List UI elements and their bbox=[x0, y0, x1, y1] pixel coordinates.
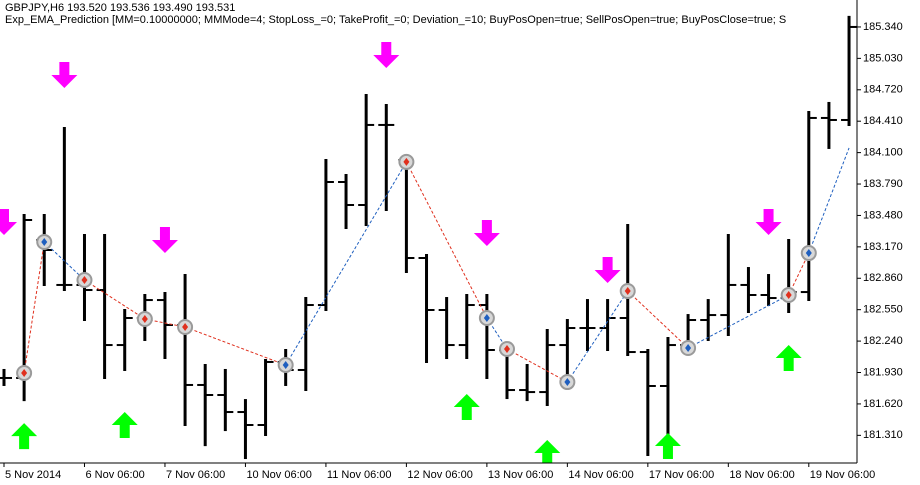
x-tick-label: 5 Nov 2014 bbox=[5, 469, 61, 481]
buy-arrow bbox=[11, 423, 38, 450]
point-diamond bbox=[805, 249, 812, 258]
prediction-segment bbox=[808, 147, 850, 254]
y-tick-label: 184.720 bbox=[863, 84, 903, 96]
prediction-point bbox=[398, 153, 415, 170]
sell-arrow bbox=[0, 208, 17, 235]
prediction-point bbox=[76, 271, 93, 288]
y-tick-label: 181.930 bbox=[863, 366, 903, 378]
sell-arrow bbox=[594, 257, 621, 284]
buy-arrow bbox=[775, 345, 802, 372]
prediction-segment bbox=[405, 161, 488, 319]
x-tick-label: 7 Nov 06:00 bbox=[166, 469, 225, 481]
prediction-point bbox=[559, 374, 576, 391]
prediction-segment bbox=[687, 294, 789, 349]
y-tick-label: 181.310 bbox=[863, 429, 903, 441]
point-diamond bbox=[182, 323, 189, 332]
x-tick-label: 19 Nov 06:00 bbox=[810, 469, 875, 481]
x-tick-label: 17 Nov 06:00 bbox=[649, 469, 714, 481]
x-tick-label: 11 Nov 06:00 bbox=[327, 469, 392, 481]
x-tick-label: 14 Nov 06:00 bbox=[568, 469, 633, 481]
prediction-segment bbox=[506, 348, 568, 383]
buy-arrow bbox=[534, 439, 561, 463]
buy-arrow bbox=[654, 433, 681, 460]
y-tick-label: 184.100 bbox=[863, 147, 903, 159]
chart-subtitle: Exp_EMA_Prediction [MM=0.10000000; MMMod… bbox=[5, 14, 786, 26]
header: GBPJPY,H6 193.520 193.536 193.490 193.53… bbox=[5, 2, 786, 26]
prediction-point bbox=[36, 233, 53, 250]
x-tick-label: 10 Nov 06:00 bbox=[246, 469, 311, 481]
plot-area bbox=[0, 15, 857, 463]
y-tick-label: 182.240 bbox=[863, 335, 903, 347]
prediction-segment bbox=[184, 326, 286, 366]
sell-arrow bbox=[473, 220, 500, 247]
prediction-point bbox=[680, 339, 697, 356]
prediction-point bbox=[277, 357, 294, 374]
prediction-point bbox=[136, 311, 153, 328]
point-diamond bbox=[785, 290, 792, 299]
y-tick-label: 183.480 bbox=[863, 209, 903, 221]
buy-arrow bbox=[453, 393, 480, 420]
x-tick-label: 12 Nov 06:00 bbox=[407, 469, 472, 481]
x-tick-label: 6 Nov 06:00 bbox=[85, 469, 144, 481]
x-tick-label: 18 Nov 06:00 bbox=[729, 469, 794, 481]
prediction-point bbox=[478, 309, 495, 326]
buy-arrow bbox=[111, 412, 138, 439]
point-diamond bbox=[483, 313, 490, 322]
prediction-segment bbox=[84, 279, 146, 320]
prediction-point bbox=[800, 245, 817, 262]
point-diamond bbox=[141, 315, 148, 324]
x-tick-label: 13 Nov 06:00 bbox=[488, 469, 553, 481]
point-diamond bbox=[282, 361, 289, 370]
y-tick-label: 182.550 bbox=[863, 304, 903, 316]
sell-arrow bbox=[151, 227, 178, 254]
point-diamond bbox=[21, 369, 28, 378]
prediction-segment bbox=[285, 161, 407, 366]
prediction-point bbox=[780, 286, 797, 303]
y-tick-label: 182.860 bbox=[863, 272, 903, 284]
point-diamond bbox=[685, 343, 692, 352]
y-tick-label: 183.170 bbox=[863, 241, 903, 253]
prediction-point bbox=[619, 283, 636, 300]
sell-arrow bbox=[51, 61, 78, 88]
y-tick-label: 181.620 bbox=[863, 398, 903, 410]
prediction-point bbox=[499, 340, 515, 357]
y-tick-label: 185.340 bbox=[863, 21, 903, 33]
point-diamond bbox=[403, 157, 410, 166]
y-tick-label: 183.790 bbox=[863, 178, 903, 190]
y-tick-label: 184.410 bbox=[863, 115, 903, 127]
point-diamond bbox=[624, 287, 631, 296]
prediction-segment bbox=[627, 290, 689, 349]
prediction-segment bbox=[566, 290, 629, 383]
prediction-segment bbox=[23, 241, 45, 374]
point-diamond bbox=[564, 378, 571, 387]
prediction-point bbox=[177, 319, 194, 336]
chart-title: GBPJPY,H6 193.520 193.536 193.490 193.53… bbox=[5, 2, 235, 14]
prediction-point bbox=[16, 365, 33, 382]
point-diamond bbox=[41, 237, 48, 246]
prediction-segment bbox=[43, 241, 85, 281]
y-tick-label: 185.030 bbox=[863, 52, 903, 64]
sell-arrow bbox=[755, 208, 782, 235]
sell-arrow bbox=[373, 41, 400, 68]
point-diamond bbox=[81, 275, 88, 284]
point-diamond bbox=[504, 344, 510, 353]
